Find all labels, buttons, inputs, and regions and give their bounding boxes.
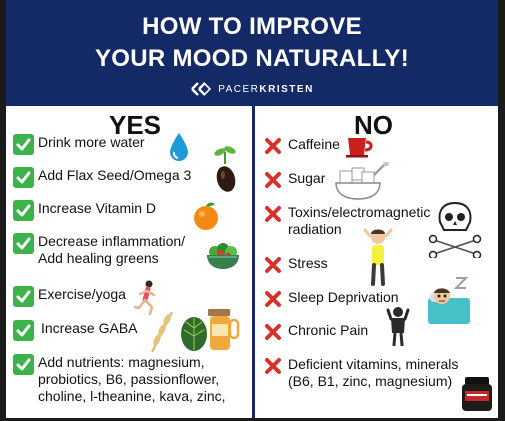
cross-icon	[265, 324, 281, 340]
no-item: Toxins/electromagnetic radiation	[264, 204, 430, 238]
yes-item-label: Increase GABA	[41, 320, 138, 336]
check-icon	[13, 167, 34, 188]
no-item-label: Chronic Pain	[288, 322, 369, 338]
stressed-person-icon	[363, 228, 393, 286]
check-icon	[13, 200, 34, 221]
runner-icon	[134, 280, 156, 316]
title-line-2: YOUR MOOD NATURALLY!	[95, 45, 409, 72]
no-item-line: Toxins/electromagnetic	[288, 204, 431, 220]
pain-person-icon	[386, 307, 410, 346]
yes-item: Increase Vitamin D	[13, 200, 156, 221]
check-icon	[13, 286, 34, 307]
orange-icon	[194, 202, 218, 230]
cross-icon	[265, 172, 281, 188]
yes-item: Add nutrients: magnesium, probiotics, B6,…	[13, 354, 226, 405]
no-item: Sugar	[264, 170, 325, 189]
cross-icon	[265, 257, 281, 273]
no-item: Caffeine	[264, 136, 340, 155]
flax-seed-icon	[214, 146, 236, 192]
no-item-label: Deficient vitamins, minerals (B6, B1, zin…	[288, 356, 458, 390]
yes-item-line: Add nutrients: magnesium,	[38, 354, 205, 370]
yes-item-label: Add nutrients: magnesium, probiotics, B6,…	[38, 354, 226, 405]
cross-icon	[265, 358, 281, 374]
yes-item: Increase GABA	[13, 320, 138, 341]
header-banner: HOW TO IMPROVE YOUR MOOD NATURALLY! PACE…	[6, 0, 498, 106]
yes-item-label: Drink more water	[38, 134, 145, 150]
no-item: Deficient vitamins, minerals (B6, B1, zin…	[264, 356, 458, 390]
coffee-cup-icon	[346, 138, 373, 158]
yes-item-line: Decrease inflammation/	[38, 233, 186, 249]
yes-item: Exercise/yoga	[13, 286, 126, 307]
no-item-label: Sugar	[288, 170, 326, 186]
brand-logo-icon	[191, 82, 212, 96]
gaba-herbs-icon	[151, 309, 240, 353]
no-item: Chronic Pain	[264, 322, 368, 341]
no-item-label: Caffeine	[288, 136, 340, 152]
check-icon	[13, 354, 34, 375]
no-item-line: Deficient vitamins, minerals	[288, 356, 459, 372]
yes-item-line: probiotics, B6, passionflower,	[38, 371, 220, 387]
cross-icon	[265, 206, 281, 222]
supplement-jar-icon	[462, 377, 492, 411]
title-line-1: HOW TO IMPROVE	[142, 13, 362, 40]
yes-item-label: Decrease inflammation/Add healing greens	[38, 233, 185, 267]
yes-heading: YES	[109, 110, 162, 140]
brand: PACERKRISTEN	[6, 80, 498, 98]
content-panel: YES NO Drink more water Add Flax Seed/Om…	[6, 106, 498, 418]
yes-item-label: Add Flax Seed/Omega 3	[38, 167, 192, 183]
check-icon	[13, 320, 34, 341]
no-item: Sleep Deprivation	[264, 289, 399, 308]
check-icon	[13, 134, 34, 155]
water-drop-icon	[170, 133, 188, 161]
yes-item: Decrease inflammation/Add healing greens	[13, 233, 185, 267]
no-item-label: Sleep Deprivation	[288, 289, 399, 305]
skull-crossbones-icon	[428, 201, 482, 258]
no-item-label: Toxins/electromagnetic radiation	[288, 204, 430, 238]
cross-icon	[265, 138, 281, 154]
no-item-line: (B6, B1, zinc, magnesium)	[288, 373, 453, 389]
no-heading: NO	[354, 110, 393, 140]
no-item-label: Stress	[288, 255, 328, 271]
brand-name: PACERKRISTEN	[218, 84, 314, 95]
cross-icon	[265, 291, 281, 307]
sugar-cubes-icon	[335, 162, 389, 200]
column-divider	[252, 106, 255, 418]
yes-item: Drink more water	[13, 134, 145, 155]
brand-light: PACER	[218, 83, 260, 95]
check-icon	[13, 233, 34, 254]
brand-bold: KRISTEN	[259, 83, 314, 95]
yes-item-label: Exercise/yoga	[38, 286, 126, 302]
yes-item: Add Flax Seed/Omega 3	[13, 167, 191, 188]
salad-bowl-icon	[207, 243, 239, 269]
yes-item-line: Add healing greens	[38, 250, 159, 266]
yes-item-line: choline, l-theanine, kava, zinc,	[38, 388, 226, 404]
no-item: Stress	[264, 255, 328, 274]
no-item-line: radiation	[288, 221, 342, 237]
yes-item-label: Increase Vitamin D	[38, 200, 157, 216]
sleepless-person-icon	[428, 277, 470, 324]
